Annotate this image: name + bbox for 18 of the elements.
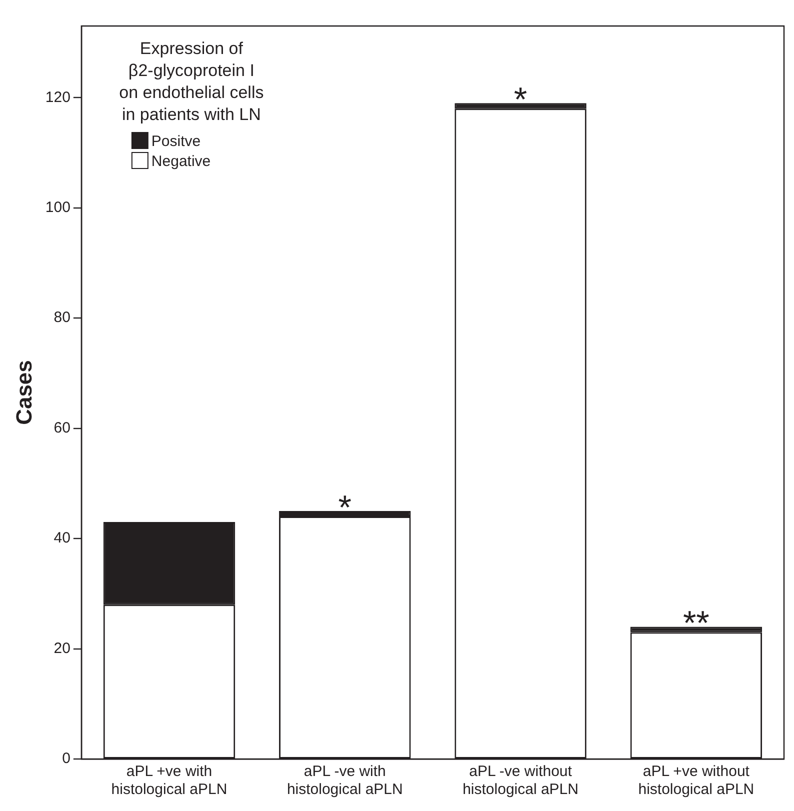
legend-title: Expression of β2-glycoprotein I on endothelial cells in patients with LN — [119, 39, 264, 124]
y-tick-label: 20 — [54, 640, 70, 657]
x-tick-label: aPL +ve with histological aPLN — [111, 763, 228, 798]
annotation: ** — [682, 604, 710, 643]
y-tick-label: 100 — [45, 199, 70, 216]
legend-label: Negative — [151, 153, 211, 170]
y-tick-label: 120 — [45, 88, 70, 106]
y-tick-label: 40 — [54, 530, 70, 547]
x-tick-label: aPL +ve without histological aPLN — [638, 763, 754, 798]
y-axis-title: Cases — [11, 360, 36, 425]
annotation: * — [514, 81, 528, 120]
y-tick-label: 0 — [62, 750, 70, 768]
x-tick-label: aPL -ve with histological aPLN — [286, 763, 403, 798]
y-tick-label: 60 — [54, 419, 70, 436]
annotation: * — [338, 488, 352, 527]
legend-label: Positve — [151, 133, 201, 150]
y-tick-label: 80 — [54, 309, 70, 326]
x-tick-label: aPL -ve without histological aPLN — [462, 763, 578, 798]
